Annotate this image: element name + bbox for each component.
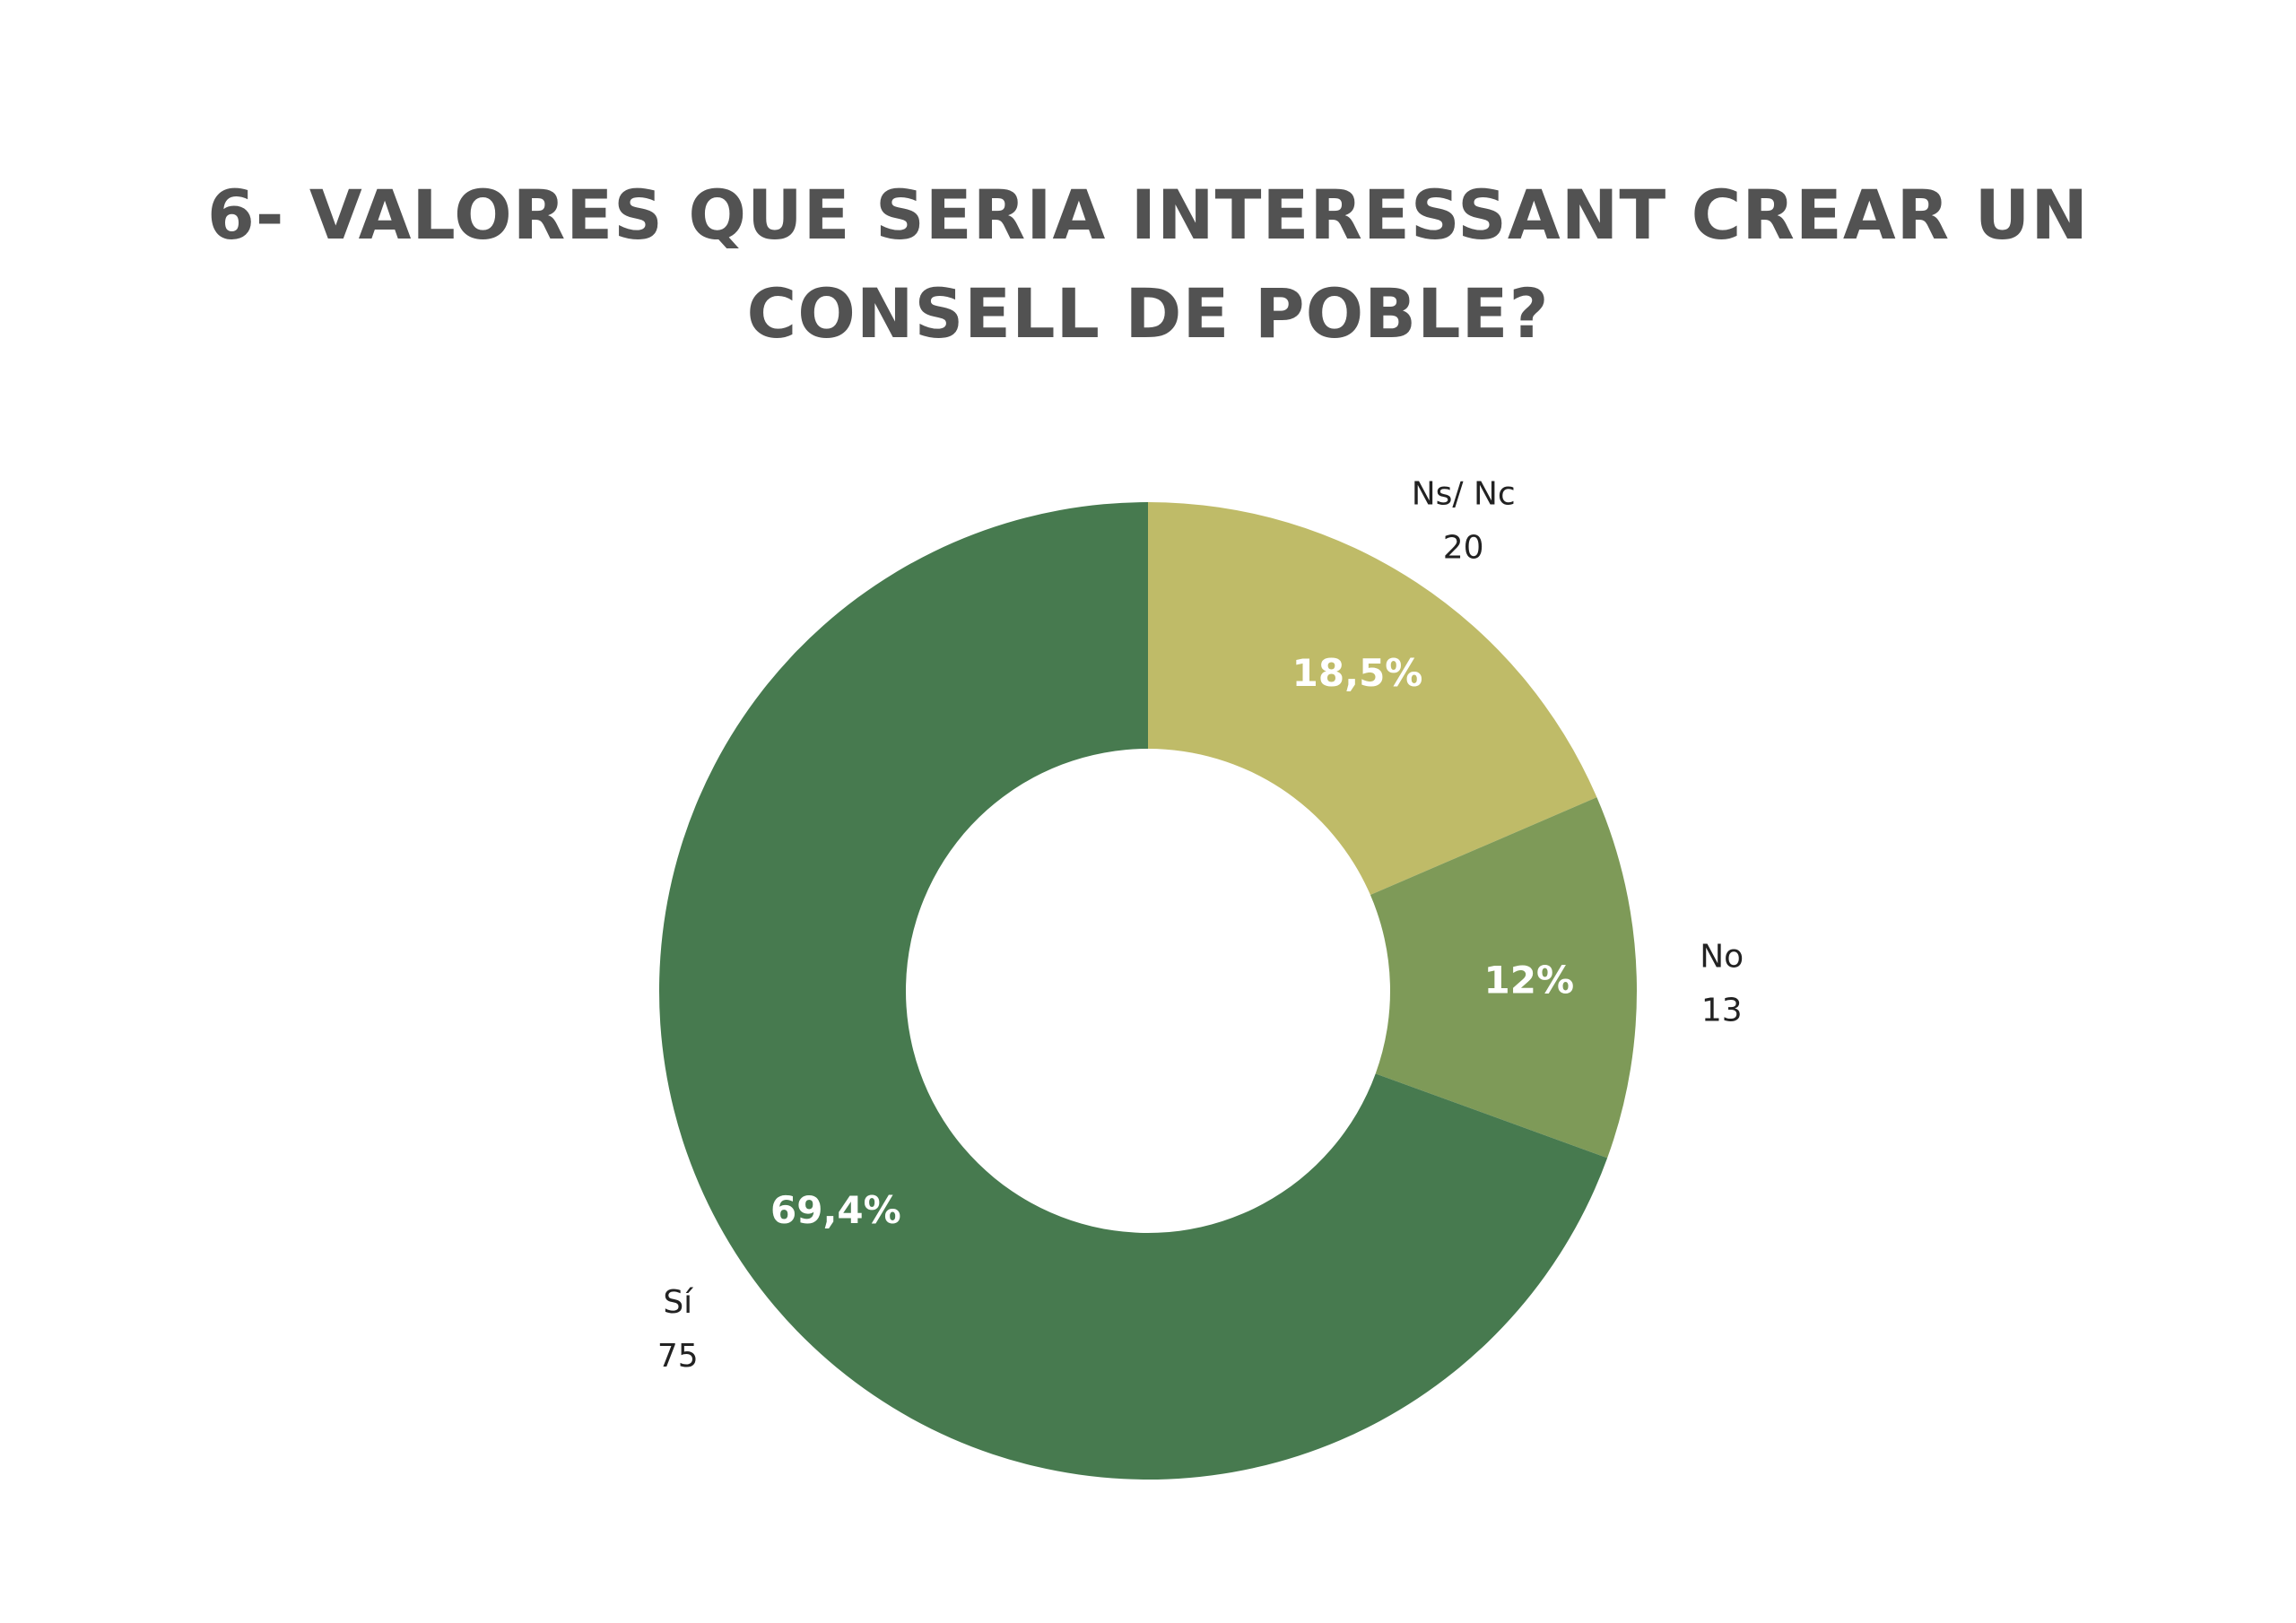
category-value-no: 13	[1701, 992, 1743, 1028]
category-value-ns-nc: 20	[1443, 529, 1484, 566]
category-labels: Ns/ Nc 20 No 13 Sí 75	[657, 475, 1744, 1375]
percent-label-no: 12%	[1484, 959, 1575, 1002]
percent-labels: 18,5% 12% 69,4%	[770, 651, 1574, 1232]
percent-label-ns-nc: 18,5%	[1292, 651, 1423, 695]
donut-slices	[658, 502, 1637, 1480]
percent-label-si: 69,4%	[770, 1188, 901, 1232]
category-name-no: No	[1700, 938, 1744, 975]
slice-si	[658, 502, 1608, 1480]
slice-no	[1370, 797, 1637, 1159]
category-name-si: Sí	[663, 1284, 693, 1321]
chart-title: 6- VALORES QUE SERIA INTERESSANT CREAR U…	[207, 175, 2089, 353]
category-name-ns-nc: Ns/ Nc	[1412, 475, 1516, 512]
slice-ns-nc	[1148, 502, 1597, 896]
category-value-si: 75	[657, 1338, 699, 1375]
